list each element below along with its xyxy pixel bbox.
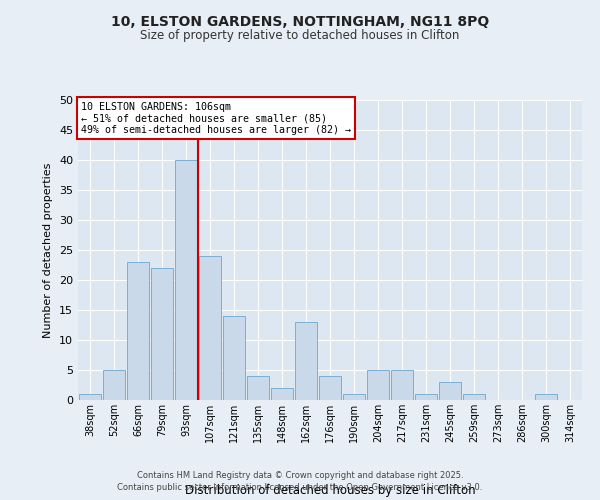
Bar: [319, 376, 341, 400]
Bar: [463, 394, 485, 400]
Y-axis label: Number of detached properties: Number of detached properties: [43, 162, 53, 338]
Bar: [247, 376, 269, 400]
Bar: [127, 262, 149, 400]
Bar: [199, 256, 221, 400]
Bar: [391, 370, 413, 400]
Text: Contains HM Land Registry data © Crown copyright and database right 2025.: Contains HM Land Registry data © Crown c…: [137, 472, 463, 480]
Text: Size of property relative to detached houses in Clifton: Size of property relative to detached ho…: [140, 30, 460, 43]
Bar: [79, 394, 101, 400]
Bar: [343, 394, 365, 400]
Bar: [439, 382, 461, 400]
Bar: [103, 370, 125, 400]
Bar: [223, 316, 245, 400]
Bar: [535, 394, 557, 400]
Bar: [415, 394, 437, 400]
Text: 10 ELSTON GARDENS: 106sqm
← 51% of detached houses are smaller (85)
49% of semi-: 10 ELSTON GARDENS: 106sqm ← 51% of detac…: [80, 102, 350, 134]
Bar: [151, 268, 173, 400]
Text: 10, ELSTON GARDENS, NOTTINGHAM, NG11 8PQ: 10, ELSTON GARDENS, NOTTINGHAM, NG11 8PQ: [111, 16, 489, 30]
Bar: [295, 322, 317, 400]
X-axis label: Distribution of detached houses by size in Clifton: Distribution of detached houses by size …: [185, 484, 475, 497]
Text: Contains public sector information licensed under the Open Government Licence v3: Contains public sector information licen…: [118, 483, 482, 492]
Bar: [367, 370, 389, 400]
Bar: [271, 388, 293, 400]
Bar: [175, 160, 197, 400]
